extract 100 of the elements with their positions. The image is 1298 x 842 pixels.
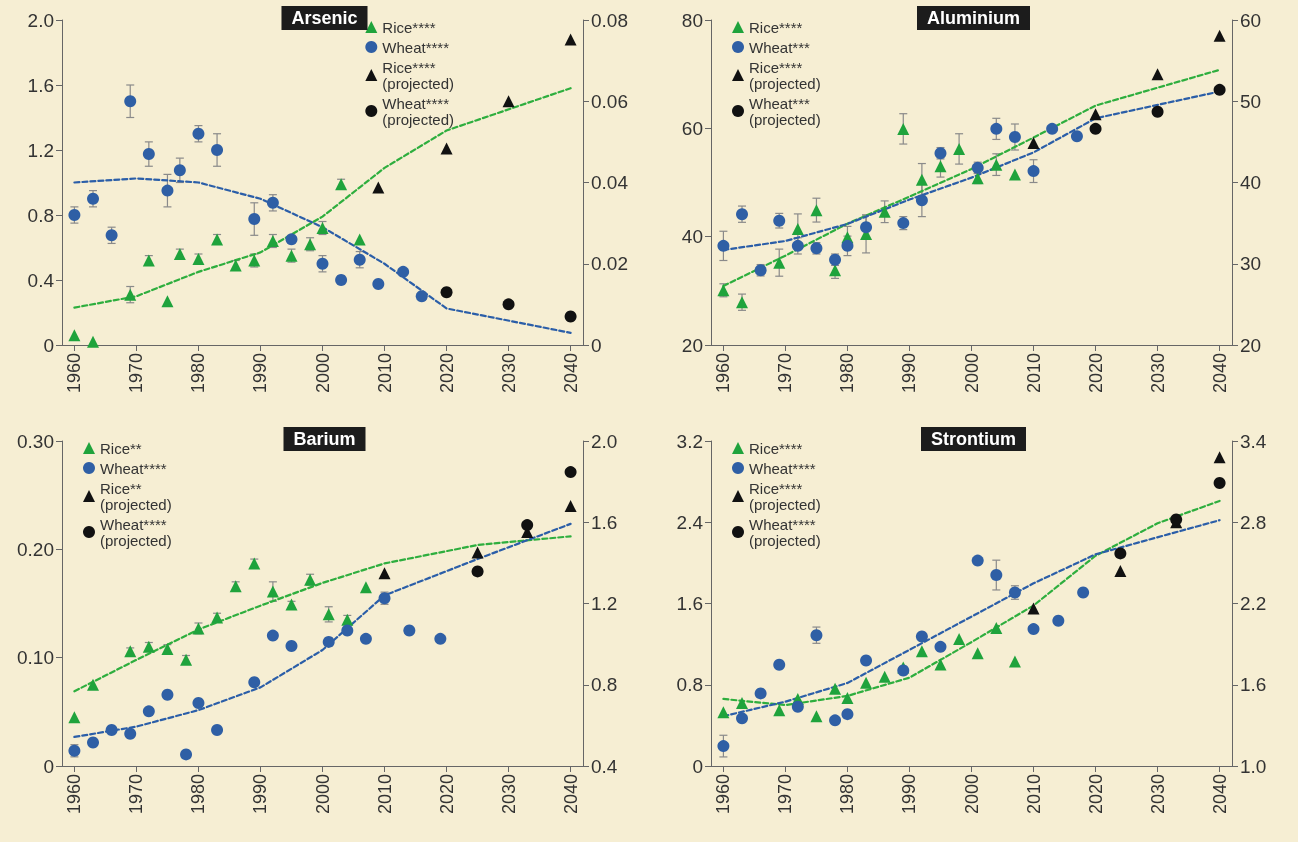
y-tick-label: 1.6 [27,74,54,96]
point [1077,586,1090,599]
y2-tick-label: 50 [1240,90,1262,112]
point [359,581,372,594]
y2-tick-label: 30 [1240,253,1262,275]
point [878,205,891,218]
point [142,148,155,161]
point [1114,565,1127,577]
x-tick-label: 2010 [374,774,395,815]
x-tick-label: 1990 [899,774,920,815]
y2-tick-label: 1.2 [591,593,618,614]
chart-title: Barium [293,429,356,449]
point [229,580,242,593]
legend-label: Rice** (projected) [100,479,172,513]
point [124,95,137,108]
x-tick-label: 2020 [1085,774,1106,815]
x-tick-label: 2000 [961,353,982,394]
point [440,286,453,299]
point [717,706,730,719]
point [285,598,298,611]
x-tick-label: 2040 [1209,774,1230,815]
legend-label: Wheat*** [749,38,811,56]
legend-label: Rice**** [749,439,803,457]
legend-label: Wheat**** (projected) [382,94,455,128]
point [397,265,410,278]
y2-tick-label: 20 [1240,334,1262,356]
point [1008,131,1021,143]
legend-label: Rice**** [382,18,436,36]
point [841,239,854,252]
point [161,643,174,655]
point [860,676,873,689]
legend-label: Wheat*** (projected) [749,94,821,128]
point [105,724,118,737]
point [1008,655,1021,668]
point [990,122,1003,135]
point [1151,105,1164,118]
y2-tick-label: 0.06 [591,90,628,112]
y2-tick-label: 2.0 [591,430,618,452]
point [915,630,928,643]
legend-label: Rice**** [749,18,803,36]
x-tick-label: 2000 [312,353,333,394]
y-tick-label: 0 [43,334,54,356]
point [1070,130,1083,143]
x-tick-label: 1970 [775,353,796,394]
point [1114,547,1127,560]
point [564,310,577,323]
point [1027,136,1040,149]
legend-label: Rice** [100,439,142,457]
point [341,613,354,626]
legend-label: Wheat**** [100,459,167,477]
point [829,682,842,695]
x-tick-label: 2040 [560,774,581,815]
point [248,213,261,226]
y2-tick-label: 1.0 [1240,755,1267,777]
point [192,252,205,265]
y-tick-label: 0 [692,755,703,777]
x-tick-label: 1990 [250,774,271,815]
point [934,640,947,653]
point [87,736,100,749]
point [934,160,947,173]
point [266,585,279,598]
x-tick-label: 1960 [713,353,734,394]
point [860,654,873,667]
legend-label: Rice**** (projected) [749,479,821,513]
point [161,295,174,308]
point [971,647,984,660]
x-tick-label: 2030 [498,353,519,394]
point [68,329,81,342]
y-tick-label: 40 [681,226,703,248]
point [1213,476,1226,489]
point [990,158,1003,171]
y-tick-label: 80 [681,9,703,31]
point [897,122,910,135]
y-tick-label: 0.8 [676,674,703,696]
point [829,714,842,727]
point [717,239,730,252]
y2-tick-label: 0.8 [591,674,618,696]
x-tick-label: 1990 [250,353,271,394]
x-tick-label: 1960 [64,353,85,394]
point [1046,122,1059,135]
point [341,624,354,637]
point [1213,29,1226,42]
point [502,298,515,311]
point [736,697,749,710]
point [211,724,224,737]
y2-tick-label: 0.4 [591,755,618,777]
point [736,712,749,725]
point [378,567,391,580]
y-tick-label: 0 [43,755,54,777]
y2-tick-label: 0 [591,334,602,356]
chart-title: Aluminium [927,8,1020,28]
point [353,233,366,246]
x-tick-label: 1980 [188,353,209,394]
point [990,621,1003,634]
x-tick-label: 2040 [560,353,581,394]
point [717,740,730,753]
x-tick-label: 1980 [188,774,209,815]
y-tick-label: 3.2 [676,430,703,452]
y2-tick-label: 1.6 [591,511,618,533]
point [810,204,823,217]
